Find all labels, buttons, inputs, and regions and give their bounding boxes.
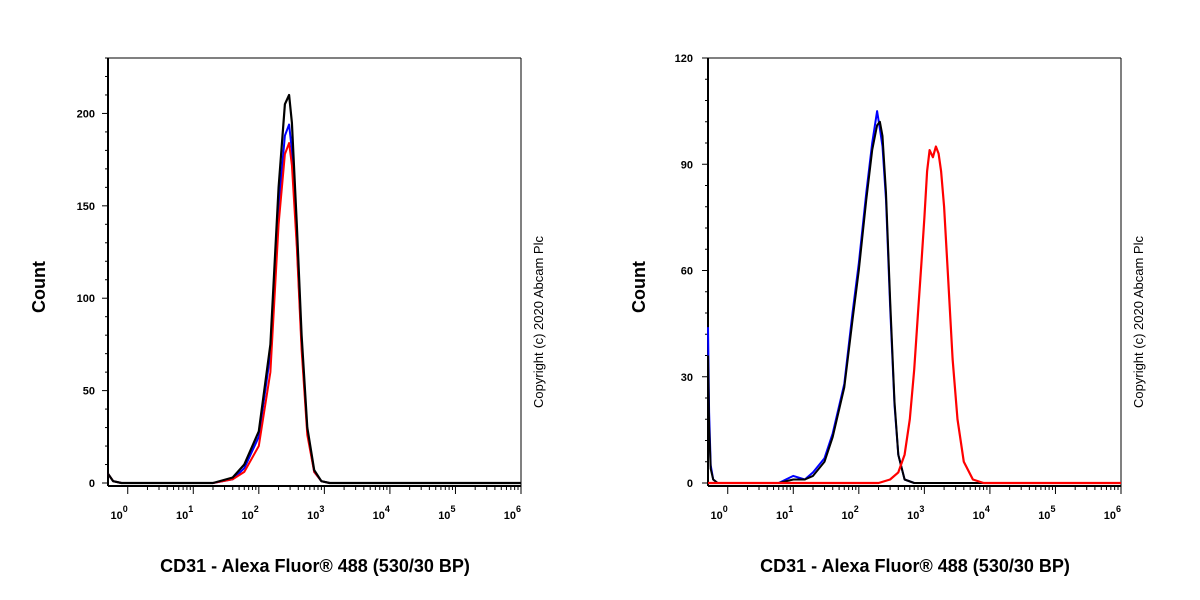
x-tick-label: 105 xyxy=(1038,504,1055,522)
x-tick-label: 101 xyxy=(776,504,793,522)
y-axis-title: Count xyxy=(29,261,49,313)
x-tick-label: 102 xyxy=(842,504,859,522)
x-axis-title: CD31 - Alexa Fluor® 488 (530/30 BP) xyxy=(760,556,1070,576)
x-tick-label: 103 xyxy=(907,504,924,522)
y-axis-title: Count xyxy=(629,261,649,313)
x-tick-exponent: 3 xyxy=(319,504,324,514)
x-tick-exponent: 2 xyxy=(254,504,259,514)
x-tick-label: 100 xyxy=(710,504,727,522)
x-tick-base: 10 xyxy=(907,510,919,522)
series-line-1 xyxy=(707,120,1121,484)
x-tick-base: 10 xyxy=(842,510,854,522)
y-tick-label: 150 xyxy=(77,201,95,213)
x-tick-exponent: 2 xyxy=(854,504,859,514)
x-tick-exponent: 6 xyxy=(516,504,521,514)
x-tick-label: 105 xyxy=(438,504,455,522)
x-tick-base: 10 xyxy=(438,510,450,522)
y-tick-label: 200 xyxy=(77,108,95,120)
x-tick-base: 10 xyxy=(1104,510,1116,522)
x-tick-base: 10 xyxy=(776,510,788,522)
x-tick-exponent: 4 xyxy=(985,504,990,514)
x-tick-label: 106 xyxy=(1104,504,1121,522)
x-tick-label: 104 xyxy=(973,504,990,522)
x-tick-exponent: 5 xyxy=(450,504,455,514)
x-tick-exponent: 0 xyxy=(123,504,128,514)
x-tick-base: 10 xyxy=(176,510,188,522)
x-tick-base: 10 xyxy=(110,510,122,522)
x-tick-label: 104 xyxy=(373,504,390,522)
y-tick-label: 100 xyxy=(77,293,95,305)
x-tick-label: 103 xyxy=(307,504,324,522)
x-tick-exponent: 4 xyxy=(385,504,390,514)
y-tick-label: 60 xyxy=(681,266,693,278)
x-tick-exponent: 5 xyxy=(1050,504,1055,514)
series-line-2 xyxy=(107,93,521,485)
x-tick-base: 10 xyxy=(504,510,516,522)
x-tick-base: 10 xyxy=(973,510,985,522)
y-tick-label: 90 xyxy=(681,159,693,171)
series-line-1 xyxy=(107,142,521,484)
x-tick-base: 10 xyxy=(307,510,319,522)
x-tick-base: 10 xyxy=(373,510,385,522)
x-tick-label: 100 xyxy=(110,504,127,522)
x-tick-label: 102 xyxy=(242,504,259,522)
series-line-0 xyxy=(707,110,1121,484)
copyright-note: Copyright (c) 2020 Abcam Plc xyxy=(1131,236,1146,408)
copyright-note: Copyright (c) 2020 Abcam Plc xyxy=(531,236,546,408)
x-tick-label: 106 xyxy=(504,504,521,522)
x-tick-exponent: 0 xyxy=(723,504,728,514)
x-tick-base: 10 xyxy=(1038,510,1050,522)
y-tick-label: 120 xyxy=(675,53,693,65)
x-tick-exponent: 1 xyxy=(188,504,193,514)
y-tick-label: 0 xyxy=(89,478,95,490)
series-line-2 xyxy=(708,145,1121,485)
y-tick-label: 0 xyxy=(687,478,693,490)
x-tick-label: 101 xyxy=(176,504,193,522)
x-tick-exponent: 1 xyxy=(788,504,793,514)
y-tick-label: 30 xyxy=(681,372,693,384)
x-axis-title: CD31 - Alexa Fluor® 488 (530/30 BP) xyxy=(160,556,470,576)
x-tick-exponent: 6 xyxy=(1116,504,1121,514)
x-tick-base: 10 xyxy=(710,510,722,522)
x-tick-exponent: 3 xyxy=(919,504,924,514)
series-line-0 xyxy=(107,123,521,484)
x-tick-base: 10 xyxy=(242,510,254,522)
histogram-panel-left: 050100150200100101102103104105106CountCD… xyxy=(29,57,546,576)
histogram-panel-right: 0306090120100101102103104105106CountCD31… xyxy=(629,53,1146,576)
y-tick-label: 50 xyxy=(83,386,95,398)
